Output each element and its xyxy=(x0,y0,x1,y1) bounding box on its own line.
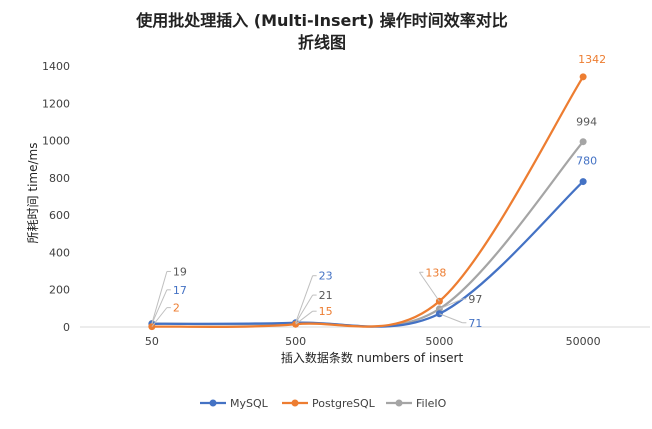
y-axis-title: 所耗时间 time/ms xyxy=(26,143,40,244)
leader-line xyxy=(295,275,314,323)
legend-label-postgresql: PostgreSQL xyxy=(312,397,376,410)
series-line-mysql xyxy=(151,180,584,328)
chart-title-line1: 使用批处理插入 (Multi-Insert) 操作时间效率对比 xyxy=(135,11,508,30)
data-label-mysql: 71 xyxy=(468,317,482,330)
series-line-postgresql xyxy=(151,76,585,328)
data-point-mysql xyxy=(579,178,587,186)
legend-marker-postgresql xyxy=(291,399,299,407)
data-label-layer: 17 23 71 780 2 15 138 1342 19 21 97 994 xyxy=(151,53,606,330)
x-tick-label: 50 xyxy=(145,335,159,348)
y-tick-label: 200 xyxy=(49,284,70,297)
data-label-postgresql: 1342 xyxy=(578,53,606,66)
y-tick-label: 800 xyxy=(49,172,70,185)
data-label-mysql: 23 xyxy=(319,270,333,283)
leader-line xyxy=(295,294,314,324)
data-label-postgresql: 2 xyxy=(173,302,180,315)
x-axis-ticks: 50 500 5000 50000 xyxy=(145,335,601,348)
data-label-fileio: 21 xyxy=(319,289,333,302)
y-tick-label: 1000 xyxy=(42,135,70,148)
series-layer xyxy=(148,73,587,331)
leader-line xyxy=(439,313,463,324)
data-point-postgresql xyxy=(579,73,587,81)
data-label-postgresql: 15 xyxy=(319,305,333,318)
y-tick-label: 0 xyxy=(63,321,70,334)
data-label-fileio: 19 xyxy=(173,265,187,278)
y-axis-ticks: 0 200 400 600 800 1000 1200 1400 xyxy=(42,60,70,334)
leader-line xyxy=(418,271,440,302)
y-tick-label: 1400 xyxy=(42,60,70,73)
legend-marker-fileio xyxy=(395,399,403,407)
leader-line xyxy=(151,289,168,325)
data-label-mysql: 17 xyxy=(173,284,187,297)
x-axis-title: 插入数据条数 numbers of insert xyxy=(281,350,464,365)
y-tick-label: 1200 xyxy=(42,97,70,110)
legend: MySQL PostgreSQL FileIO xyxy=(200,397,447,410)
legend-marker-mysql xyxy=(209,399,217,407)
x-tick-label: 5000 xyxy=(425,335,453,348)
legend-label-mysql: MySQL xyxy=(230,397,269,410)
data-label-postgresql: 138 xyxy=(425,266,446,279)
legend-label-fileio: FileIO xyxy=(416,397,447,410)
chart-title-line2: 折线图 xyxy=(298,33,346,52)
data-label-fileio: 994 xyxy=(576,116,597,129)
series-line-fileio xyxy=(151,140,584,328)
leader-line xyxy=(151,307,168,327)
leader-line xyxy=(295,310,313,325)
y-tick-label: 600 xyxy=(49,209,70,222)
data-label-mysql: 780 xyxy=(576,155,597,168)
data-label-fileio: 97 xyxy=(468,293,482,306)
data-point-fileio xyxy=(579,138,587,146)
x-tick-label: 500 xyxy=(285,335,306,348)
y-tick-label: 400 xyxy=(49,246,70,259)
leader-line xyxy=(151,271,168,324)
leader-line xyxy=(439,298,463,310)
x-tick-label: 50000 xyxy=(566,335,601,348)
